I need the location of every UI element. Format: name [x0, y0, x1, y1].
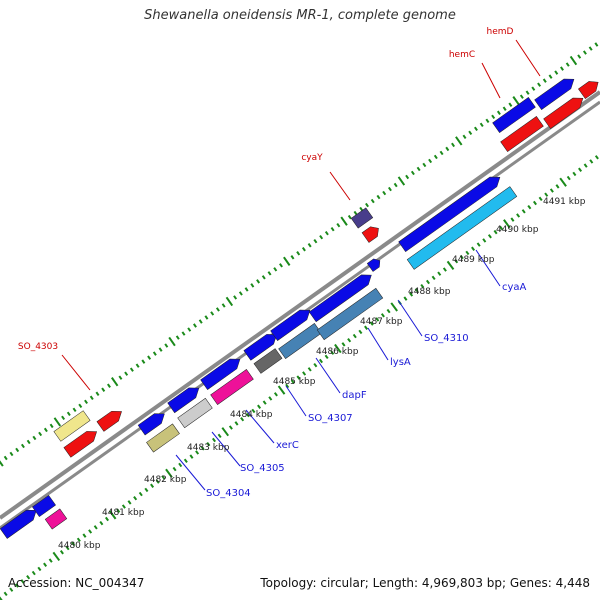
outer-gene-label-1: cyaY: [301, 153, 323, 163]
feature-blue-2: [32, 494, 56, 518]
feature-blue-7: [270, 309, 311, 341]
outer-tick-row: [0, 42, 599, 467]
inner-gene-label-2: xerC: [276, 440, 299, 451]
inner-leader-4: [315, 357, 341, 394]
feature-silver-1: [177, 397, 213, 429]
feature-red-3: [361, 226, 379, 243]
inner-leader-0: [175, 454, 206, 491]
label-layer: 4480 kbp 4481 kbp 4482 kbp 4483 kbp 4484 kbp…: [18, 27, 586, 551]
outer-leader-2: [481, 62, 501, 99]
outer-leader-3: [515, 39, 541, 77]
accession-text: Accession: NC_004347: [8, 576, 145, 590]
inner-leader-5: [367, 327, 389, 361]
feature-cyay: [350, 207, 374, 229]
feature-red-hemd: [543, 97, 584, 129]
inner-gene-label-4: dapF: [342, 390, 367, 401]
scale-label-0: 4480 kbp: [58, 541, 101, 551]
feature-blue-5: [200, 358, 241, 390]
inner-gene-label-0: SO_4304: [206, 488, 251, 499]
inner-gene-label-5: lysA: [390, 357, 411, 368]
inner-leader-2: [245, 409, 275, 444]
feature-red-4: [578, 81, 599, 100]
feature-blue-9: [366, 258, 381, 272]
leader-lines: [61, 39, 541, 491]
feature-blue-6: [243, 334, 278, 361]
scale-label-1: 4481 kbp: [102, 508, 145, 518]
feature-red-1: [63, 431, 98, 458]
feature-red-hemc: [500, 116, 544, 152]
feature-blue-8: [308, 274, 372, 323]
scale-label-10: 4490 kbp: [496, 225, 539, 235]
genome-summary-text: Topology: circular; Length: 4,969,803 bp…: [260, 576, 590, 590]
feature-magenta-2: [210, 369, 254, 405]
outer-gene-label-0: SO_4303: [18, 342, 58, 352]
inner-gene-label-3: SO_4307: [308, 413, 353, 424]
feature-darkkhaki-1: [146, 423, 180, 453]
feature-blue-3: [137, 413, 165, 436]
inner-tick-row: [0, 155, 599, 600]
feature-steelblue-2: [316, 287, 384, 341]
scale-label-5: 4485 kbp: [273, 377, 316, 387]
feature-blue-1: [0, 509, 37, 539]
outer-gene-label-3: hemD: [487, 27, 514, 37]
scale-label-3: 4483 kbp: [187, 443, 230, 453]
feature-blue-hemd: [534, 78, 575, 110]
scale-label-2: 4482 kbp: [144, 475, 187, 485]
feature-khaki-1: [53, 410, 91, 442]
feature-dimgray-1: [253, 348, 283, 374]
inner-leader-7: [475, 249, 501, 287]
scale-label-4: 4484 kbp: [230, 410, 273, 420]
feature-red-2: [96, 410, 122, 432]
inner-gene-label-6: SO_4310: [424, 333, 469, 344]
outer-leader-1: [329, 171, 351, 201]
scale-label-11: 4491 kbp: [543, 197, 586, 207]
inner-leader-6: [397, 299, 423, 337]
inner-gene-label-7: cyaA: [502, 282, 527, 293]
scale-label-8: 4488 kbp: [408, 287, 451, 297]
inner-leader-3: [285, 385, 307, 417]
backbone-outer: [0, 90, 600, 520]
inner-gene-label-1: SO_4305: [240, 463, 285, 474]
scale-label-7: 4487 kbp: [360, 317, 403, 327]
scale-label-6: 4486 kbp: [316, 347, 359, 357]
feature-blue-4: [167, 387, 200, 414]
map-title: Shewanella oneidensis MR-1, complete gen…: [144, 8, 456, 23]
scale-label-9: 4489 kbp: [452, 255, 495, 265]
feature-layer: [0, 78, 599, 539]
inner-leader-1: [211, 431, 241, 467]
outer-gene-label-2: hemC: [449, 50, 475, 60]
feature-steelblue-1: [278, 323, 322, 359]
feature-blue-hemc: [492, 97, 536, 133]
outer-leader-0: [61, 354, 91, 391]
tick-rows: [0, 42, 599, 600]
feature-magenta-1: [44, 508, 68, 530]
feature-deepskyblue-1: [406, 186, 518, 270]
feature-blue-10: [398, 176, 501, 252]
